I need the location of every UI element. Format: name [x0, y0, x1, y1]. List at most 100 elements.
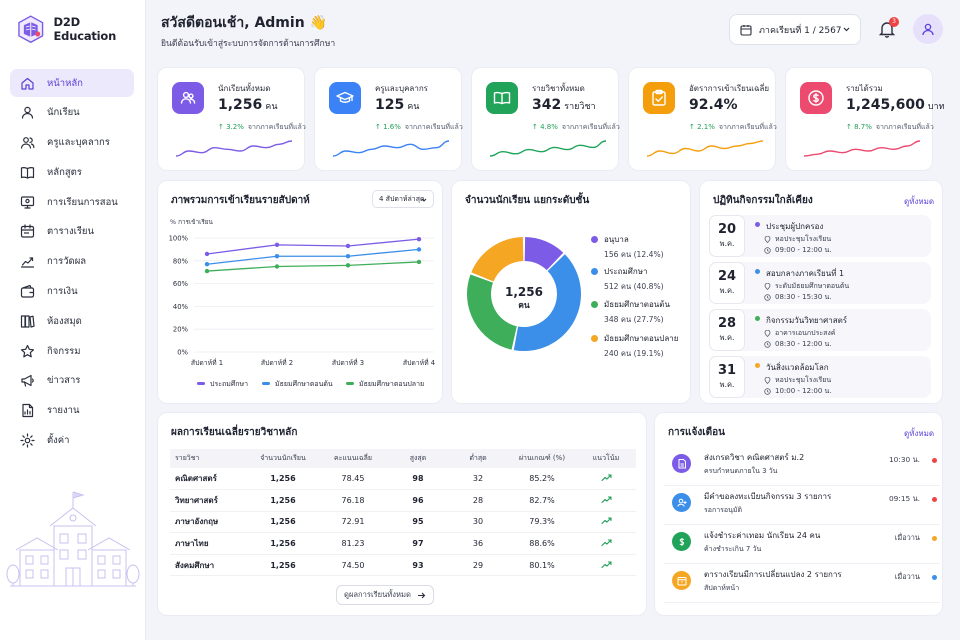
clock-icon: [764, 294, 771, 301]
view-all-results-label: ดูผลการเรียนทั้งหมด: [344, 590, 411, 599]
sidebar-item-4[interactable]: การเรียนการสอน: [10, 188, 134, 216]
sidebar-item-label: การเรียนการสอน: [47, 196, 118, 208]
activity-month: พ.ค.: [719, 239, 735, 248]
legend-dot: [591, 268, 598, 275]
stat-value: 342 รายวิชา: [532, 97, 596, 113]
stat-change: ↑ 8.7% จากภาคเรียนที่แล้ว: [846, 122, 934, 133]
library-icon: [20, 315, 35, 328]
legend-swatch: [346, 382, 354, 385]
sidebar-item-11[interactable]: รายงาน: [10, 397, 134, 425]
activity-item[interactable]: 24 พ.ค. สอบกลางภาคเรียนที่ 1 ระดับมัธยมศึกษ…: [709, 262, 931, 304]
sidebar-item-2[interactable]: ครูและบุคลากร: [10, 129, 134, 157]
sidebar-item-0[interactable]: หน้าหลัก: [10, 69, 134, 97]
notification-item[interactable]: แจ้งชำระค่าเทอม นักเรียน 24 คน ค้างชำระเก…: [664, 528, 940, 564]
stat-sparkline: [333, 140, 449, 157]
notifications-view-all-link[interactable]: ดูทั้งหมด: [904, 429, 935, 438]
level-detail: 240 คน (19.1%): [604, 349, 664, 358]
notification-item[interactable]: ตารางเรียนมีการเปลี่ยนแปลง 2 รายการ สัปดา…: [664, 567, 940, 603]
stat-card-4[interactable]: รายได้รวม 1,245,600 บาท ↑ 8.7% จากภาคเรียนที…: [785, 67, 945, 171]
sidebar-item-9[interactable]: กิจกรรม: [10, 337, 134, 365]
table-row[interactable]: ภาษาอังกฤษ 1,256 72.91 95 30 79.3%: [170, 511, 636, 534]
sidebar-item-5[interactable]: ตารางเรียน: [10, 218, 134, 246]
term-selector[interactable]: ภาคเรียนที่ 1 / 2567: [729, 14, 861, 45]
user-avatar-icon: [922, 23, 934, 36]
activity-item[interactable]: 28 พ.ค. กิจกรรมวันวิทยาศาสตร์ อาคารเอนกประส…: [709, 309, 931, 351]
sidebar-item-7[interactable]: การเงิน: [10, 278, 134, 306]
sidebar-item-10[interactable]: ข่าวสาร: [10, 367, 134, 395]
term-label: ภาคเรียนที่ 1 / 2567: [759, 25, 842, 36]
legend-label: มัธยมศึกษาตอนปลาย: [359, 379, 424, 388]
sidebar-item-3[interactable]: หลักสูตร: [10, 158, 134, 186]
star-icon: [20, 344, 35, 358]
notification-item[interactable]: ส่งเกรดวิชา คณิตศาสตร์ ม.2 ครบกำหนดภายใน …: [664, 450, 940, 486]
stat-unit: รายวิชา: [564, 102, 596, 112]
stat-label: ครูและบุคลากร: [375, 84, 428, 93]
sidebar-item-6[interactable]: การวัดผล: [10, 248, 134, 276]
sidebar-item-8[interactable]: ห้องสมุด: [10, 307, 134, 335]
activity-time: 10:00 - 12:00 น.: [764, 386, 832, 397]
data-point: [274, 254, 280, 259]
sidebar-item-12[interactable]: ตั้งค่า: [10, 427, 134, 455]
period-select[interactable]: 4 สัปดาห์ล่าสุด: [372, 190, 434, 208]
view-all-results-button[interactable]: ดูผลการเรียนทั้งหมด: [336, 585, 434, 605]
y-tick-label: 0%: [177, 349, 188, 357]
avatar[interactable]: [913, 14, 943, 44]
sidebar-item-label: รายงาน: [47, 405, 80, 417]
chevron-down-icon: [843, 27, 850, 32]
notification-title: ตารางเรียนมีการเปลี่ยนแปลง 2 รายการ: [704, 570, 842, 579]
table-row[interactable]: ภาษาไทย 1,256 81.23 97 36 88.6%: [170, 532, 636, 555]
notifications-title: การแจ้งเตือน: [668, 427, 725, 438]
activity-time-text: 08:30 - 15:30 น.: [775, 293, 832, 301]
sparkline-path: [804, 140, 920, 157]
stat-value: 1,256 คน: [218, 97, 277, 113]
activities-view-all-link[interactable]: ดูทั้งหมด: [904, 197, 935, 206]
levels-title: จำนวนนักเรียน แยกระดับชั้น: [465, 195, 590, 206]
stat-number: 1,256: [218, 97, 263, 113]
activity-time: 08:30 - 12:00 น.: [764, 339, 832, 350]
data-point: [416, 247, 422, 252]
calendar-icon: [740, 24, 752, 36]
school-illustration-icon: [6, 491, 140, 587]
students-icon: [180, 91, 196, 104]
stat-card-1[interactable]: ครูและบุคลากร 125 คน ↑ 1.6% จากภาคเรียนที่แล…: [314, 67, 463, 171]
sidebar-item-1[interactable]: นักเรียน: [10, 99, 134, 127]
table-cell: 28: [448, 489, 508, 512]
activity-month: พ.ค.: [719, 380, 735, 389]
activity-time: 09:00 - 12:00 น.: [764, 245, 832, 256]
notification-subtitle: รอการอนุมัติ: [704, 506, 743, 514]
table-cell: 98: [388, 468, 448, 491]
donut-slice-2: [467, 274, 517, 350]
table-cell: 1,256: [248, 468, 318, 491]
activity-day: 28: [717, 316, 737, 331]
table-row[interactable]: สังคมศึกษา 1,256 74.50 93 29 80.1%: [170, 554, 636, 577]
table-cell: 1,256: [248, 532, 318, 555]
activity-date: 20 พ.ค.: [709, 215, 745, 257]
stat-card-3[interactable]: อัตราการเข้าเรียนเฉลี่ย 92.4% ↑ 2.1% จากภาค…: [628, 67, 777, 171]
trend-up-icon: [600, 539, 612, 547]
activity-time-text: 08:30 - 12:00 น.: [775, 340, 832, 348]
stat-value: 92.4%: [689, 97, 741, 113]
table-row[interactable]: คณิตศาสตร์ 1,256 78.45 98 32 85.2%: [170, 468, 636, 491]
sidebar-nav: หน้าหลัก นักเรียน ครูและบุคลากร หลักสูตรการ…: [10, 69, 134, 456]
donut-slice-1: [513, 254, 581, 351]
sidebar-item-label: กิจกรรม: [47, 345, 81, 357]
table-row[interactable]: วิทยาศาสตร์ 1,256 76.18 96 28 82.7%: [170, 489, 636, 512]
table-cell: คณิตศาสตร์: [170, 468, 248, 491]
stat-number: 92.4%: [689, 97, 738, 113]
sparkline-path: [647, 140, 763, 157]
notifications-card: การแจ้งเตือน ดูทั้งหมด ส่งเกรดวิชา คณิตศ…: [654, 412, 943, 616]
logo[interactable]: D2D Education: [16, 14, 145, 44]
stat-unit: บาท: [927, 102, 945, 112]
activity-item[interactable]: 31 พ.ค. วันสิ่งแวดล้อมโลก หอประชุมโรงเรียน 1…: [709, 356, 931, 398]
data-point: [416, 236, 422, 242]
table-header-cell: รายวิชา: [170, 449, 248, 468]
activity-item[interactable]: 20 พ.ค. ประชุมผู้ปกครอง หอประชุมโรงเรียน 09:…: [709, 215, 931, 257]
notification-item[interactable]: มีคำขอลงทะเบียนกิจกรรม 3 รายการ รอการอนุม…: [664, 489, 940, 525]
data-point: [204, 251, 210, 257]
activities-title: ปฏิทินกิจกรรมใกล้เคียง: [713, 195, 813, 206]
stat-card-2[interactable]: รายวิชาทั้งหมด 342 รายวิชา ↑ 4.8% จากภาคเรีย…: [471, 67, 620, 171]
stat-change-percent: 4.8%: [540, 123, 558, 131]
sidebar-item-label: ห้องสมุด: [47, 315, 82, 327]
notification-badge: 3: [889, 17, 899, 27]
stat-card-0[interactable]: นักเรียนทั้งหมด 1,256 คน ↑ 3.2% จากภาคเรียนท…: [157, 67, 306, 171]
